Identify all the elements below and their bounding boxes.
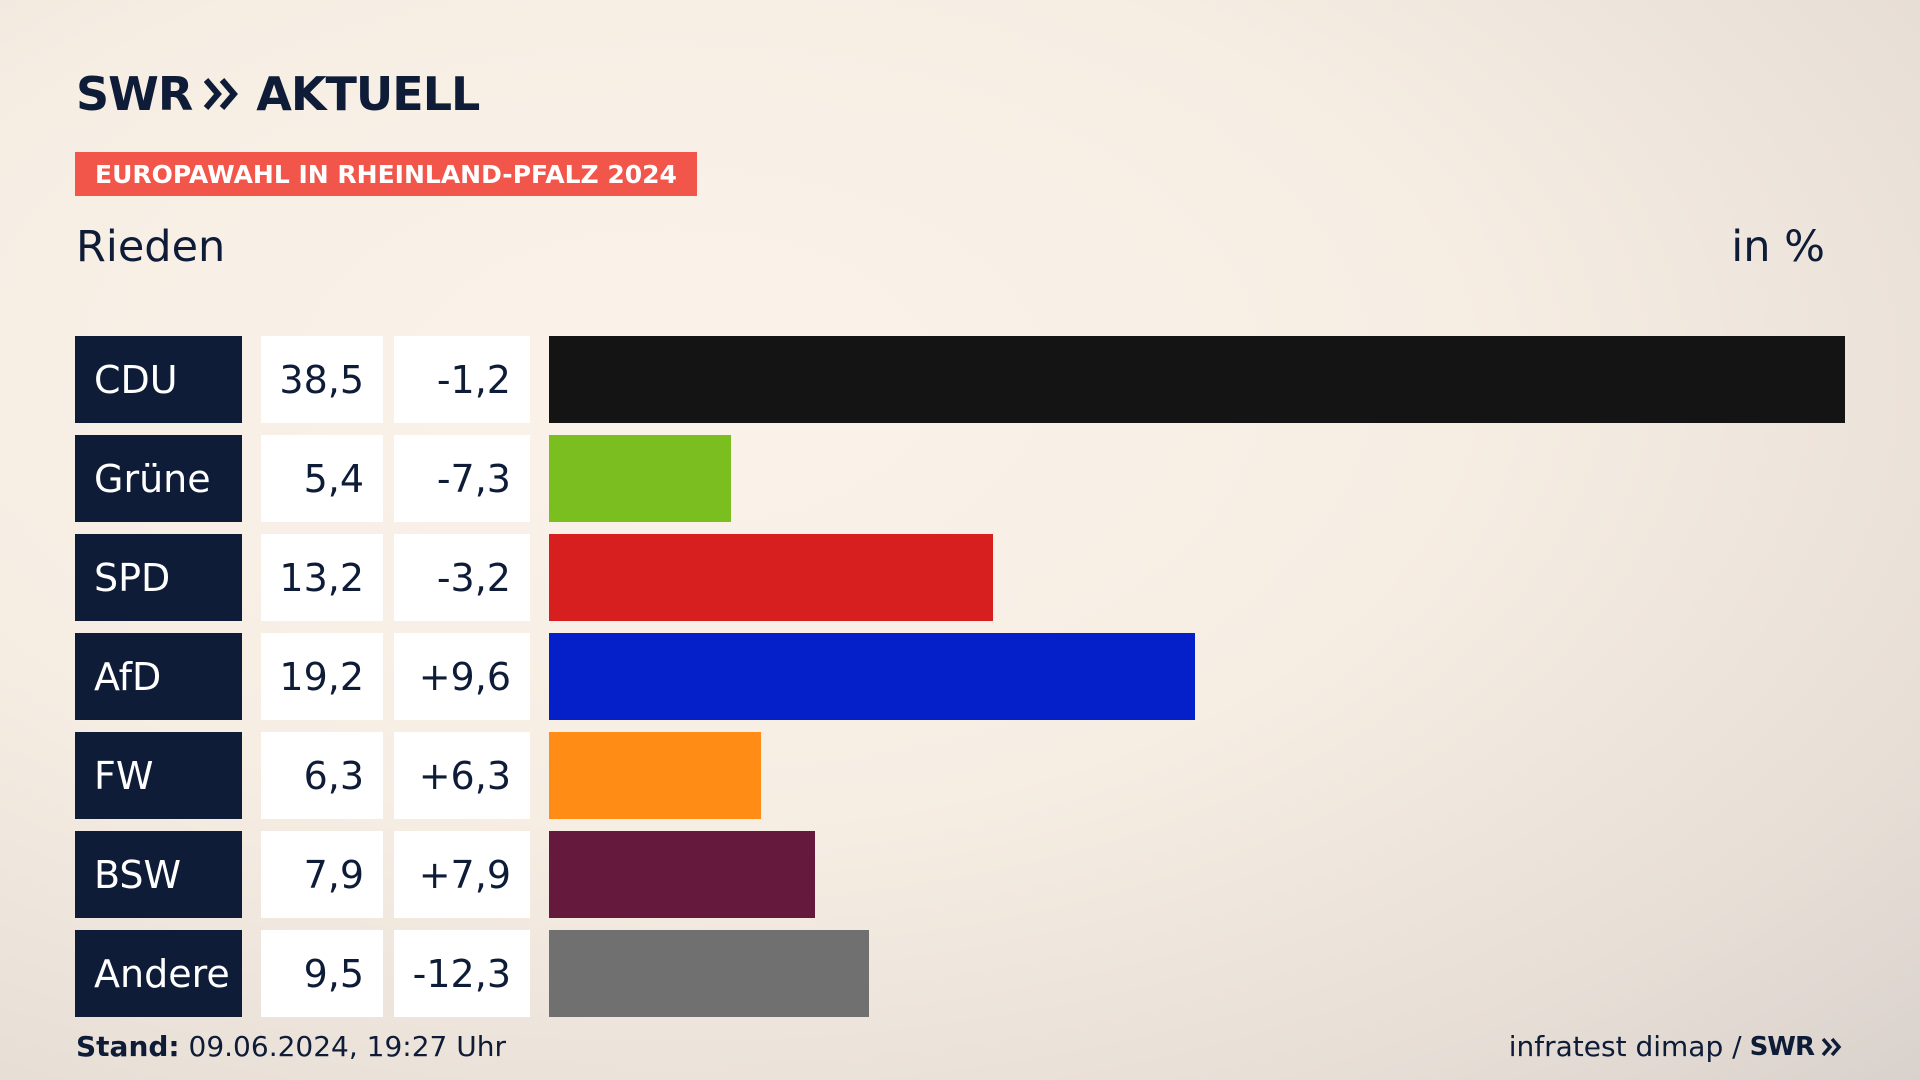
result-bar: [549, 930, 869, 1017]
result-bar: [549, 732, 762, 819]
stand-label: Stand:: [76, 1030, 180, 1063]
vote-change-label: -1,2: [394, 336, 530, 423]
timestamp: Stand: 09.06.2024, 19:27 Uhr: [76, 1030, 506, 1063]
vote-share-label: 19,2: [261, 633, 383, 720]
vote-change-label: -12,3: [394, 930, 530, 1017]
party-label: FW: [75, 732, 242, 819]
region-title: Rieden: [76, 222, 226, 272]
brand-suffix: AKTUELL: [256, 67, 480, 121]
result-row: AfD 19,2 +9,6: [75, 633, 1845, 720]
result-row: FW 6,3 +6,3: [75, 732, 1845, 819]
election-tag: EUROPAWAHL IN RHEINLAND-PFALZ 2024: [75, 152, 697, 196]
result-bar: [549, 435, 731, 522]
swr-aktuell-logo: SWR AKTUELL: [76, 67, 480, 121]
result-row: Grüne 5,4 -7,3: [75, 435, 1845, 522]
party-label: Andere: [75, 930, 242, 1017]
vote-change-label: +9,6: [394, 633, 530, 720]
party-label: SPD: [75, 534, 242, 621]
party-label: CDU: [75, 336, 242, 423]
result-row: SPD 13,2 -3,2: [75, 534, 1845, 621]
party-label: Grüne: [75, 435, 242, 522]
vote-share-label: 6,3: [261, 732, 383, 819]
party-label: AfD: [75, 633, 242, 720]
vote-share-label: 13,2: [261, 534, 383, 621]
source-credit: infratest dimap / SWR: [1509, 1030, 1844, 1063]
unit-label: in %: [1731, 222, 1825, 272]
result-row: CDU 38,5 -1,2: [75, 336, 1845, 423]
result-bar: [549, 336, 1845, 423]
vote-share-label: 38,5: [261, 336, 383, 423]
vote-share-label: 7,9: [261, 831, 383, 918]
vote-change-label: +6,3: [394, 732, 530, 819]
result-row: BSW 7,9 +7,9: [75, 831, 1845, 918]
brand-name: SWR: [76, 67, 193, 121]
double-chevron-icon: [204, 78, 239, 110]
source-text: infratest dimap /: [1508, 1030, 1742, 1063]
vote-change-label: -3,2: [394, 534, 530, 621]
swr-small-logo: SWR: [1749, 1031, 1815, 1062]
vote-share-label: 5,4: [261, 435, 383, 522]
vote-share-label: 9,5: [261, 930, 383, 1017]
party-label: BSW: [75, 831, 242, 918]
result-row: Andere 9,5 -12,3: [75, 930, 1845, 1017]
small-double-chevron-icon: [1822, 1037, 1842, 1056]
result-bar: [549, 831, 815, 918]
stand-value: 09.06.2024, 19:27 Uhr: [188, 1030, 506, 1063]
vote-change-label: -7,3: [394, 435, 530, 522]
result-bar: [549, 534, 994, 621]
result-bar: [549, 633, 1196, 720]
vote-change-label: +7,9: [394, 831, 530, 918]
